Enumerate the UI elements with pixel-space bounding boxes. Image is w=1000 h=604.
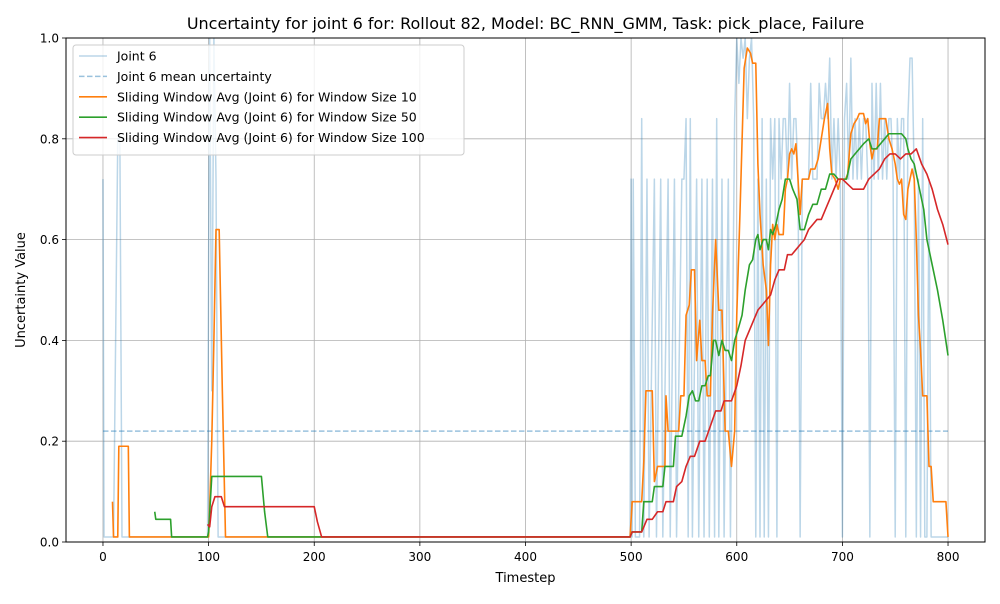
y-tick-label: 0.2 — [40, 435, 59, 449]
legend-label: Sliding Window Avg (Joint 6) for Window … — [117, 89, 417, 104]
x-tick-label: 600 — [725, 550, 748, 564]
series-line-2 — [111, 47, 949, 538]
series-line-4 — [206, 148, 949, 538]
y-tick-label: 0.4 — [40, 334, 59, 348]
y-tick-label: 1.0 — [40, 32, 59, 46]
x-tick-label: 200 — [303, 550, 326, 564]
legend-label: Joint 6 — [116, 49, 157, 64]
x-axis-label: Timestep — [495, 571, 556, 586]
legend-label: Sliding Window Avg (Joint 6) for Window … — [117, 110, 417, 125]
x-tick-label: 800 — [937, 550, 960, 564]
x-tick-label: 300 — [408, 550, 431, 564]
chart-title: Uncertainty for joint 6 for: Rollout 82,… — [187, 14, 864, 34]
legend: Joint 6 Joint 6 mean uncertainty Sliding W… — [72, 44, 465, 156]
axes: 0 100 200 300 400 500 600 700 800 0.0 0.2 0.4 0.6 0.8… — [40, 32, 960, 565]
legend-label: Joint 6 mean uncertainty — [116, 69, 272, 84]
x-tick-label: 0 — [99, 550, 107, 564]
legend-box — [72, 44, 465, 156]
y-axis-label: Uncertainty Value — [14, 232, 29, 348]
series-line-3 — [153, 132, 949, 538]
series-layer — [102, 38, 949, 538]
y-tick-label: 0.8 — [40, 132, 59, 146]
x-tick-label: 500 — [620, 550, 643, 564]
y-tick-label: 0.0 — [40, 536, 59, 550]
x-tick-label: 400 — [514, 550, 537, 564]
y-tick-label: 0.6 — [40, 233, 59, 247]
x-tick-label: 100 — [197, 550, 220, 564]
x-tick-label: 700 — [831, 550, 854, 564]
legend-label: Sliding Window Avg (Joint 6) for Window … — [117, 130, 425, 145]
